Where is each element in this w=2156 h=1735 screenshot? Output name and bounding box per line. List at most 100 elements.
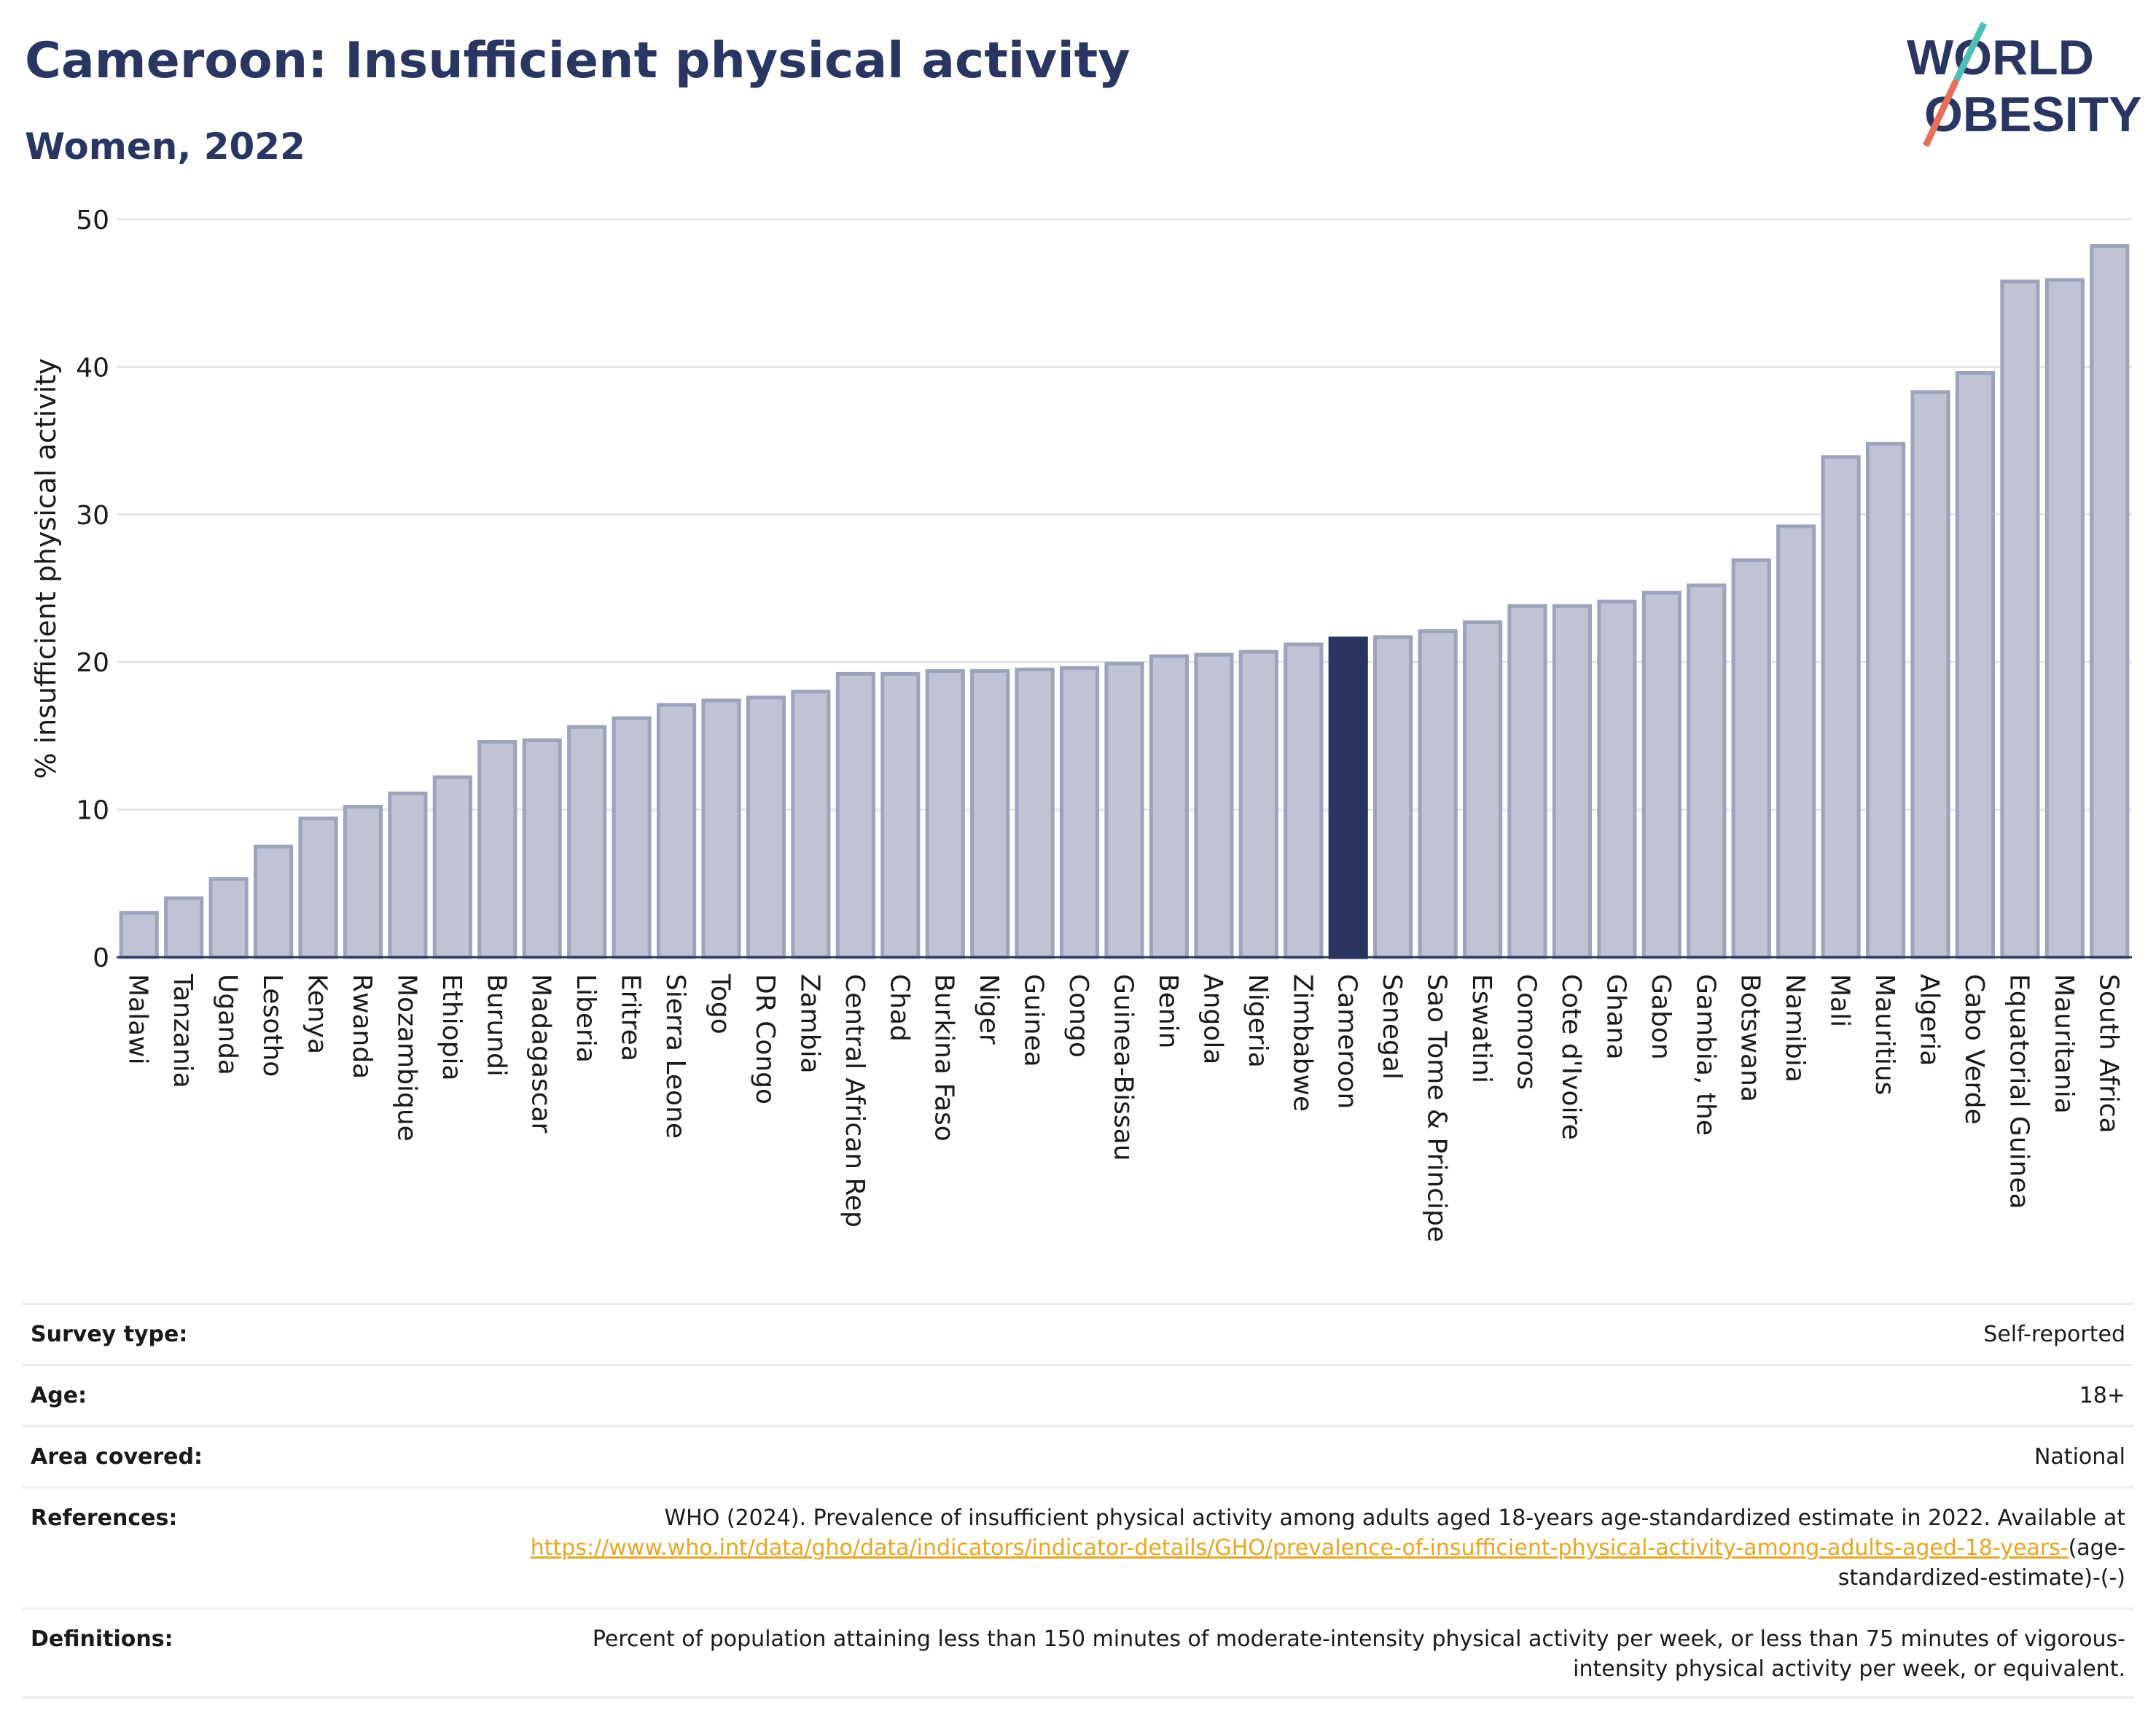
x-tick-label: Eswatini [1466,974,1496,1083]
survey-type-label: Survey type: [31,1322,188,1347]
x-tick-label: Lesotho [257,974,287,1077]
bar [164,896,204,959]
bar [1731,558,1771,959]
definitions-row: Definitions: Percent of population attai… [22,1607,2134,1699]
bar [701,698,741,959]
x-tick-label: Cote d'Ivoire [1556,974,1586,1140]
y-tick-label: 30 [76,501,109,531]
x-tick-label: Gabon [1646,974,1676,1060]
bar [880,671,921,959]
bar [522,738,562,959]
area-label: Area covered: [31,1444,203,1470]
x-tick-label: Uganda [213,974,243,1075]
x-tick-label: Ghana [1601,974,1630,1060]
bar [970,668,1010,959]
info-table: Survey type: Self-reported Age: 18+ Area… [22,1303,2134,1699]
x-tick-label: Nigeria [1243,974,1273,1068]
references-suffix: (age-standardized-estimate)-(-) [1837,1535,2125,1591]
x-tick-label: Liberia [571,974,601,1063]
x-tick-label: South Africa [2093,974,2123,1134]
bar [2000,279,2040,959]
x-tick-label: Comoros [1512,974,1542,1090]
references-text: WHO (2024). Prevalence of insufficient p… [664,1505,2125,1531]
x-tick-label: Botswana [1735,974,1765,1102]
x-tick-label: Guinea [1019,974,1049,1067]
bar [656,703,697,959]
x-tick-label: Zambia [794,974,824,1074]
x-tick-label: Niger [974,974,1004,1045]
x-tick-label: DR Congo [750,974,780,1104]
age-value: 18+ [2079,1383,2125,1408]
references-value: WHO (2024). Prevalence of insufficient p… [522,1503,2125,1593]
references-link[interactable]: https://www.who.int/data/gho/data/indica… [530,1535,2069,1561]
bar [1641,590,1682,959]
y-tick-label: 20 [76,648,109,678]
x-tick-label: Gambia, the [1690,974,1720,1136]
x-tick-label: Mauritius [1870,974,1899,1095]
y-tick-label: 0 [93,943,109,973]
bar [2044,278,2085,959]
bar [1910,390,1950,959]
x-tick-label: Sao Tome & Principe [1422,974,1452,1242]
bar [119,911,159,959]
y-tick-label: 10 [76,796,109,826]
bar [1104,661,1144,959]
area-value: National [2034,1444,2125,1470]
y-axis-ticks: 0 10 20 30 40 50 [76,206,109,973]
bar [1015,667,1055,959]
age-label: Age: [31,1383,87,1408]
bar [253,844,294,959]
bar [1687,583,1727,959]
bar [477,739,517,959]
x-tick-label: Zimbabwe [1287,974,1317,1112]
bar [1373,635,1413,959]
bar [925,668,965,959]
x-tick-label: Rwanda [347,974,377,1079]
bar [1238,650,1278,959]
svg-text:WORLD: WORLD [1907,30,2094,85]
x-tick-label: Equatorial Guinea [2004,974,2034,1209]
x-tick-label: Benin [1153,974,1183,1048]
bar [1821,455,1861,959]
bar [2090,243,2130,959]
bar [1462,620,1503,959]
x-tick-label: Burkina Faso [929,974,959,1142]
bar [1507,604,1547,959]
x-tick-label: Cameroon [1332,974,1362,1109]
x-tick-label: Eritrea [616,974,646,1061]
references-row: References: WHO (2024). Prevalence of in… [22,1486,2134,1607]
x-tick-label: Congo [1063,974,1093,1058]
x-tick-label: Burundi [481,974,511,1077]
page-subtitle: Women, 2022 [25,125,305,168]
bar [1597,599,1637,959]
bar [1776,524,1816,959]
bar [612,716,652,959]
x-tick-label: Ethiopia [437,974,466,1081]
y-tick-label: 50 [76,206,109,235]
x-tick-label: Madagascar [526,974,556,1134]
x-axis-labels: Malawi Tanzania Uganda Lesotho Kenya Rwanda Mo… [123,973,2124,1242]
x-tick-label: Central African Rep [840,974,870,1228]
bar [298,816,338,959]
x-tick-label: Namibia [1780,974,1810,1083]
survey-type-value: Self-reported [1983,1322,2125,1347]
y-axis-label: % insufficient physical activity [30,358,62,779]
bar [208,877,249,959]
bar [1284,642,1324,959]
x-tick-label: Sierra Leone [660,974,690,1139]
world-obesity-logo: WORLD OBESITY [1907,22,2142,147]
x-tick-label: Mali [1825,974,1855,1027]
bar [746,695,786,959]
definitions-value: Percent of population attaining less tha… [592,1626,2125,1682]
x-tick-label: Senegal [1377,974,1407,1080]
x-tick-label: Mozambique [391,974,421,1142]
bar [432,775,472,959]
bars [119,243,2130,959]
x-tick-label: Guinea-Bissau [1109,974,1138,1161]
x-tick-label: Mauritania [2049,974,2079,1114]
page-title: Cameroon: Insufficient physical activity [25,32,1130,90]
bar [835,671,875,959]
bar [567,725,607,959]
age-row: Age: 18+ [22,1364,2134,1425]
bar [1552,604,1593,959]
